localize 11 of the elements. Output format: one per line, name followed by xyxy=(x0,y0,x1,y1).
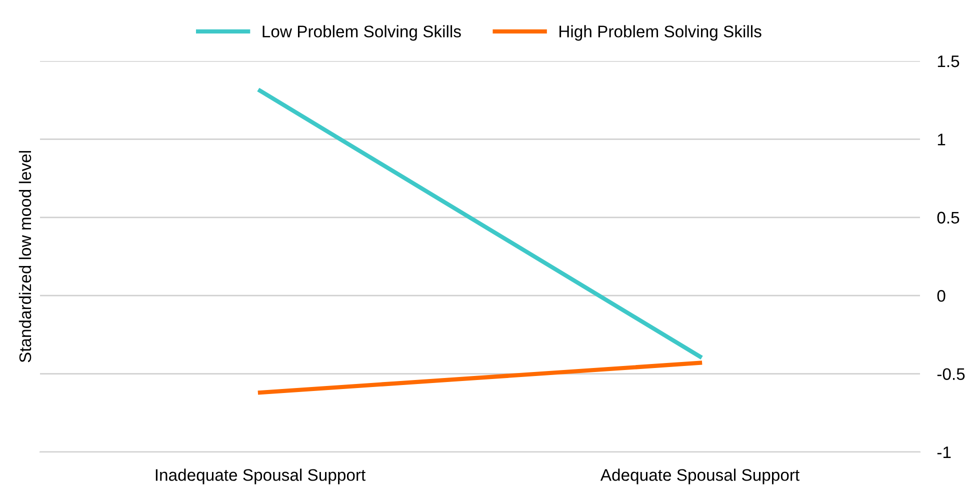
x-tick-label: Adequate Spousal Support xyxy=(600,468,800,484)
y-tick-label: 1.5 xyxy=(938,56,960,68)
y-tick-label: 1 xyxy=(938,134,946,146)
y-tick-label: 0 xyxy=(937,290,946,302)
legend-label: High Problem Solving Skills xyxy=(560,25,762,41)
legend-label: Low Problem Solving Skills xyxy=(262,25,461,41)
x-tick-label: Inadequate Spousal Support xyxy=(156,468,366,484)
y-tick-label: -1 xyxy=(937,446,951,458)
y-tick-label: -0.5 xyxy=(937,368,965,380)
y-axis-title: Standardized low mood level xyxy=(18,151,32,362)
y-tick-label: 0.5 xyxy=(937,212,960,224)
